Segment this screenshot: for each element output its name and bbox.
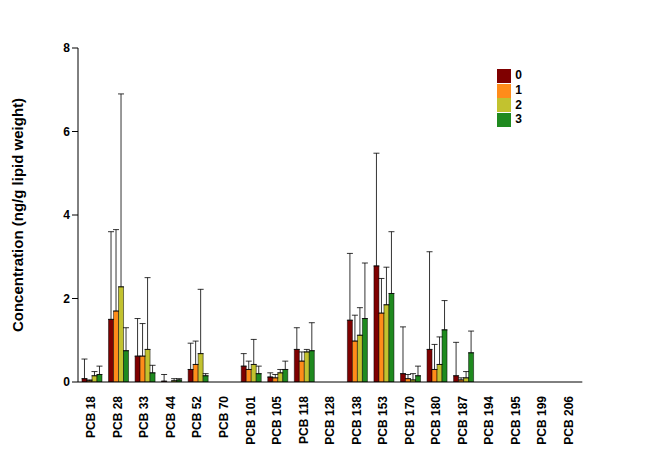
svg-text:2: 2: [63, 292, 70, 306]
svg-text:PCB 128: PCB 128: [323, 396, 337, 445]
svg-text:8: 8: [63, 41, 70, 55]
html-text:0: 0: [515, 68, 522, 82]
svg-text:PCB 44: PCB 44: [164, 396, 178, 438]
svg-text:Concentration (ng/g lipid weig: Concentration (ng/g lipid weight): [9, 98, 26, 332]
svg-text:PCB 195: PCB 195: [509, 396, 523, 445]
svg-text:PCB 28: PCB 28: [111, 396, 125, 438]
svg-text:PCB 206: PCB 206: [562, 396, 576, 445]
svg-text:PCB 52: PCB 52: [190, 396, 204, 438]
html-text:1: 1: [515, 82, 522, 97]
svg-text:0: 0: [63, 375, 70, 389]
svg-text:PCB 105: PCB 105: [270, 396, 284, 445]
svg-text:PCB 70: PCB 70: [217, 396, 231, 438]
svg-text:PCB 138: PCB 138: [350, 396, 364, 445]
svg-text:PCB 18: PCB 18: [84, 396, 98, 438]
svg-text:PCB 194: PCB 194: [482, 396, 496, 445]
svg-text:PCB 170: PCB 170: [403, 396, 417, 445]
svg-text:PCB 118: PCB 118: [297, 396, 311, 444]
html-text:3: 3: [515, 112, 522, 127]
svg-text:6: 6: [63, 125, 70, 139]
svg-text:PCB 101: PCB 101: [244, 396, 258, 445]
svg-text:PCB 187: PCB 187: [456, 396, 470, 445]
svg-text:PCB 180: PCB 180: [429, 396, 443, 445]
svg-text:4: 4: [63, 208, 70, 222]
svg-text:PCB 199: PCB 199: [535, 396, 549, 445]
html-text:2: 2: [515, 97, 522, 112]
svg-text:PCB 153: PCB 153: [376, 396, 390, 445]
svg-text:PCB 33: PCB 33: [137, 396, 151, 438]
